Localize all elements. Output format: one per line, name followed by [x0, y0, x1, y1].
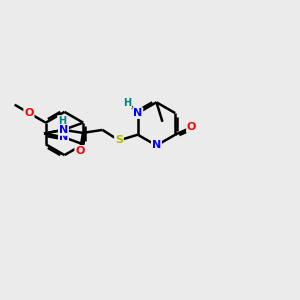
- Text: N: N: [133, 108, 142, 118]
- Text: O: O: [24, 108, 34, 118]
- Text: S: S: [115, 135, 123, 146]
- Text: H: H: [123, 98, 131, 108]
- Text: H: H: [58, 116, 66, 126]
- Text: S: S: [59, 125, 68, 135]
- Text: N: N: [59, 132, 68, 142]
- Text: O: O: [75, 146, 85, 156]
- Text: N: N: [152, 140, 161, 151]
- Text: N: N: [59, 125, 68, 135]
- Text: O: O: [187, 122, 196, 132]
